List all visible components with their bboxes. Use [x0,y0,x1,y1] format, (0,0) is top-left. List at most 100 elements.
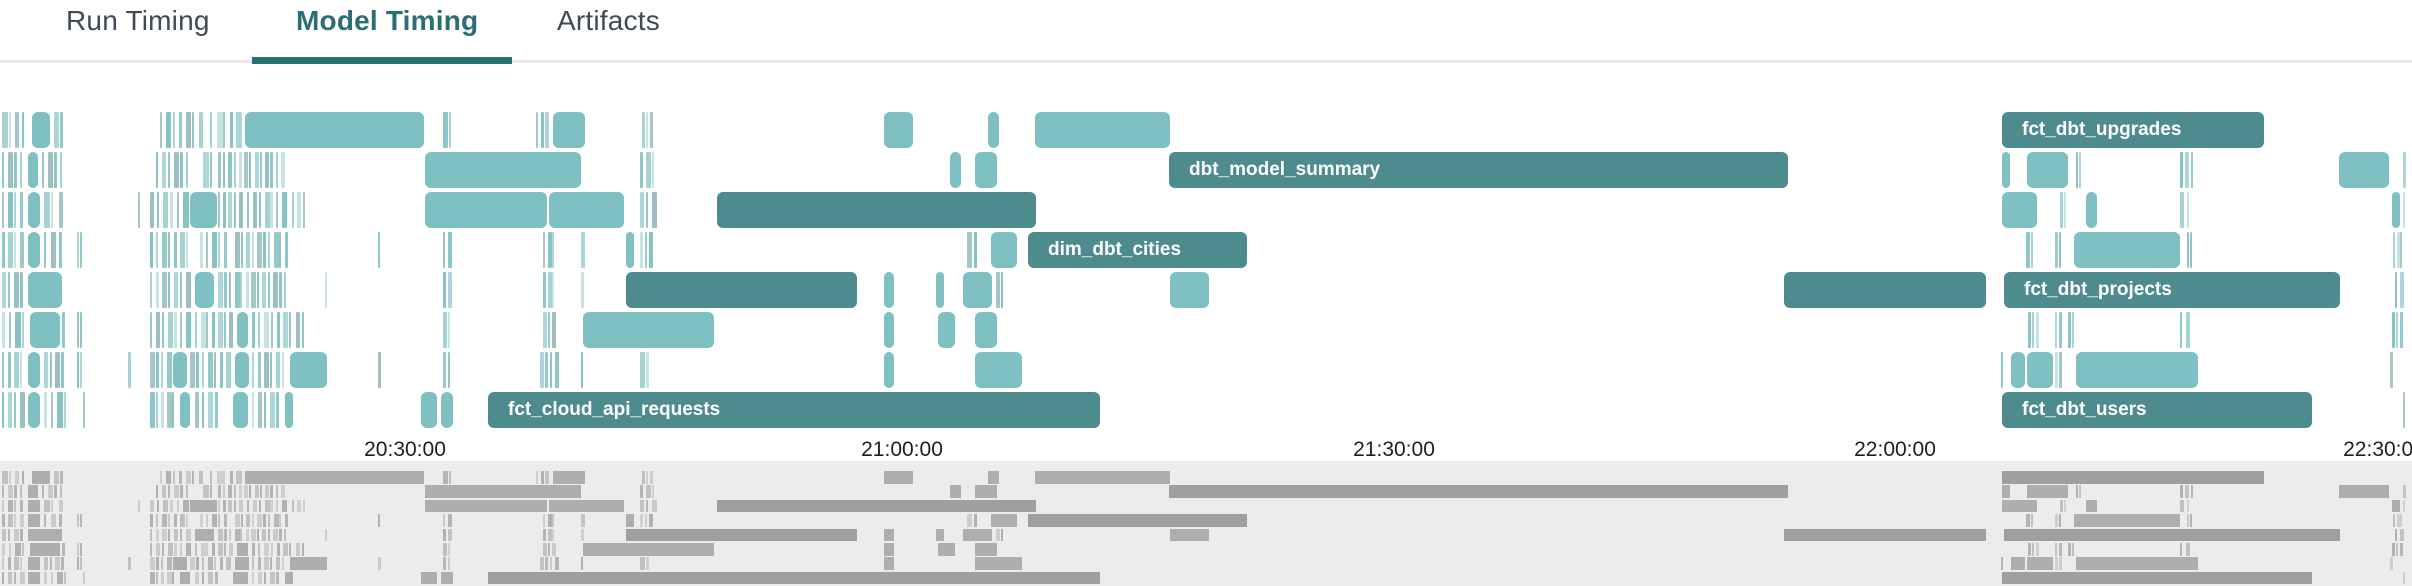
gantt-stripe[interactable] [8,392,12,428]
gantt-stripe[interactable] [1001,272,1003,308]
gantt-stripe[interactable] [264,312,270,348]
gantt-bar[interactable] [975,312,997,348]
gantt-stripe[interactable] [325,272,327,308]
gantt-stripe[interactable] [14,392,16,428]
gantt-stripe[interactable] [543,272,546,308]
gantt-stripe[interactable] [281,152,286,188]
gantt-stripe[interactable] [270,192,273,228]
gantt-stripe[interactable] [51,232,56,268]
gantt-stripe[interactable] [44,232,46,268]
gantt-stripe[interactable] [264,352,269,388]
gantt-bar[interactable] [975,352,1022,388]
gantt-bar[interactable] [2027,152,2068,188]
gantt-stripe[interactable] [9,312,11,348]
gantt-stripe[interactable] [303,192,305,228]
gantt-stripe[interactable] [292,192,294,228]
gantt-stripe[interactable] [218,312,223,348]
gantt-stripe[interactable] [646,112,648,148]
gantt-stripe[interactable] [60,152,62,188]
gantt-stripe[interactable] [283,312,289,348]
gantt-stripe[interactable] [167,392,172,428]
gantt-stripe[interactable] [162,232,167,268]
gantt-stripe[interactable] [244,152,249,188]
gantt-stripe[interactable] [263,232,266,268]
gantt-bar[interactable] [626,272,857,308]
gantt-stripe[interactable] [234,152,236,188]
gantt-bar[interactable] [28,272,62,308]
gantt-stripe[interactable] [14,152,17,188]
gantt-stripe[interactable] [168,152,170,188]
gantt-stripe[interactable] [229,312,233,348]
gantt-stripe[interactable] [252,312,255,348]
gantt-stripe[interactable] [270,392,275,428]
gantt-stripe[interactable] [150,312,152,348]
gantt-stripe[interactable] [167,352,172,388]
timeline-minimap[interactable] [0,461,2412,586]
gantt-stripe[interactable] [224,232,227,268]
gantt-stripe[interactable] [223,192,226,228]
gantt-bar-dim_dbt_cities[interactable]: dim_dbt_cities [1028,232,1247,268]
gantt-bar-fct_dbt_projects[interactable]: fct_dbt_projects [2004,272,2340,308]
gantt-stripe[interactable] [640,352,645,388]
gantt-stripe[interactable] [284,272,286,308]
gantt-bar[interactable] [425,192,547,228]
gantt-bar[interactable] [950,152,961,188]
gantt-stripe[interactable] [150,352,155,388]
gantt-stripe[interactable] [259,192,261,228]
gantt-stripe[interactable] [646,352,649,388]
gantt-stripe[interactable] [258,392,262,428]
gantt-stripe[interactable] [80,352,83,388]
gantt-bar-fct_dbt_users[interactable]: fct_dbt_users [2002,392,2312,428]
gantt-stripe[interactable] [228,192,233,228]
gantt-bar[interactable] [441,392,453,428]
gantt-stripe[interactable] [59,192,63,228]
gantt-stripe[interactable] [543,312,547,348]
gantt-stripe[interactable] [180,232,185,268]
gantt-bar[interactable] [28,232,40,268]
gantt-stripe[interactable] [80,312,82,348]
gantt-bar[interactable] [195,272,214,308]
gantt-stripe[interactable] [2191,152,2193,188]
gantt-stripe[interactable] [642,112,645,148]
gantt-stripe[interactable] [9,112,11,148]
gantt-bar[interactable] [180,392,190,428]
gantt-stripe[interactable] [552,232,554,268]
gantt-stripe[interactable] [208,392,213,428]
gantt-stripe[interactable] [273,272,278,308]
gantt-stripe[interactable] [255,152,259,188]
gantt-stripe[interactable] [196,352,199,388]
gantt-stripe[interactable] [258,312,260,348]
gantt-stripe[interactable] [2079,152,2082,188]
gantt-bar[interactable] [2339,152,2389,188]
gantt-stripe[interactable] [276,352,280,388]
gantt-stripe[interactable] [581,352,583,388]
gantt-stripe[interactable] [448,312,450,348]
gantt-stripe[interactable] [2187,232,2190,268]
gantt-bar[interactable] [421,392,437,428]
gantt-stripe[interactable] [258,352,261,388]
gantt-bar[interactable] [235,352,249,388]
gantt-stripe[interactable] [257,232,262,268]
gantt-stripe[interactable] [59,232,62,268]
gantt-bar[interactable] [285,392,293,428]
gantt-stripe[interactable] [173,112,175,148]
gantt-stripe[interactable] [180,152,183,188]
gantt-bar[interactable] [2076,352,2198,388]
gantt-stripe[interactable] [264,392,266,428]
gantt-stripe[interactable] [174,232,177,268]
gantt-stripe[interactable] [247,192,249,228]
gantt-stripe[interactable] [8,272,10,308]
gantt-stripe[interactable] [217,112,223,148]
gantt-stripe[interactable] [156,392,158,428]
gantt-stripe[interactable] [201,312,206,348]
gantt-stripe[interactable] [224,272,227,308]
gantt-stripe[interactable] [195,392,199,428]
gantt-stripe[interactable] [297,192,302,228]
gantt-stripe[interactable] [44,352,48,388]
gantt-stripe[interactable] [212,312,215,348]
gantt-stripe[interactable] [270,352,272,388]
gantt-stripe[interactable] [448,272,452,308]
gantt-stripe[interactable] [640,232,643,268]
gantt-stripe[interactable] [650,112,653,148]
gantt-stripe[interactable] [652,152,654,188]
